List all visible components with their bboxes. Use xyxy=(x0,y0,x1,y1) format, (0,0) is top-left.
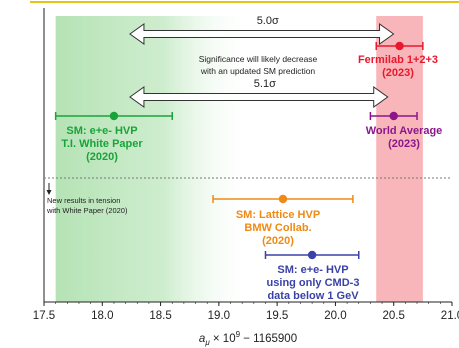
plot-frame xyxy=(30,1,459,303)
tension-arrow-2-label: 5.1σ xyxy=(254,78,276,90)
fnal-label-line-1: Fermilab 1+2+3 xyxy=(358,54,438,66)
x-tick-label-19.5: 19.5 xyxy=(266,310,288,322)
fnal-marker xyxy=(395,41,404,51)
cmd3-marker xyxy=(307,250,317,260)
bmw-label-line-1: SM: Lattice HVP xyxy=(236,209,320,221)
wp-label-line-1: SM: e+e- HVP xyxy=(66,125,137,137)
bands-layer xyxy=(55,16,423,302)
x-tick-label-17.5: 17.5 xyxy=(33,310,55,322)
wa-marker xyxy=(389,111,398,121)
wp-label-line-3: (2020) xyxy=(86,151,118,163)
cmd3-label-line-2: using only CMD-3 xyxy=(267,277,360,289)
bmw-marker xyxy=(278,194,288,204)
bmw-label-line-2: BMW Collab. xyxy=(244,222,311,234)
tension-arrows-layer: 5.0σ 5.1σ Significance will likely decreas… xyxy=(46,15,395,215)
new-results-note-line-1: New results in tension xyxy=(47,196,120,205)
x-tick-label-21.0: 21.0 xyxy=(441,310,459,322)
x-axis-label: aμ × 109 − 1165900 xyxy=(199,330,297,347)
fnal-label-line-2: (2023) xyxy=(382,67,414,79)
new-results-note-line-2: with White Paper (2020) xyxy=(46,206,128,215)
down-arrow-head xyxy=(46,190,52,195)
cmd3-label-line-1: SM: e+e- HVP xyxy=(277,264,348,276)
bmw-label-line-3: (2020) xyxy=(262,235,294,247)
wp-label-line-2: T.I. White Paper xyxy=(61,138,143,150)
x-axis: 17.5 18.0 18.5 19.0 19.5 20.0 20.5 21.0 aμ × 109… xyxy=(33,302,459,347)
tension-arrow-2-shape xyxy=(129,86,389,108)
tension-arrow-2: 5.1σ xyxy=(129,78,389,108)
red-band xyxy=(376,16,423,302)
x-tick-label-18.5: 18.5 xyxy=(149,310,171,322)
cmd3-label-line-3: data below 1 GeV xyxy=(267,290,359,302)
x-tick-label-18.0: 18.0 xyxy=(91,310,113,322)
wa-label-line-2: (2023) xyxy=(388,138,420,150)
x-tick-label-19.0: 19.0 xyxy=(208,310,230,322)
green-band xyxy=(55,16,254,302)
x-tick-label-20.0: 20.0 xyxy=(324,310,346,322)
point-wa: World Average(2023) xyxy=(366,111,443,150)
x-tick-label-20.5: 20.5 xyxy=(383,310,405,322)
wp-marker xyxy=(109,111,119,121)
tension-arrow-1-label: 5.0σ xyxy=(257,15,279,27)
tension-arrow-1: 5.0σ xyxy=(129,15,395,45)
wa-label-line-1: World Average xyxy=(366,125,443,137)
tension-arrow-1-shape xyxy=(129,23,395,45)
significance-note-line-1: Significance will likely decrease xyxy=(199,54,318,64)
significance-note-line-2: with an updated SM prediction xyxy=(200,66,316,76)
point-fnal: Fermilab 1+2+3(2023) xyxy=(358,41,438,79)
